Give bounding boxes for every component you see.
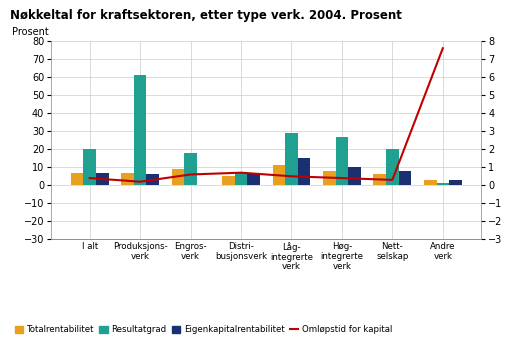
Bar [335, 136, 348, 185]
Bar [386, 149, 399, 185]
Bar [172, 169, 184, 185]
Text: Nøkkeltal for kraftsektoren, etter type verk. 2004. Prosent: Nøkkeltal for kraftsektoren, etter type … [10, 9, 402, 22]
Bar [285, 133, 298, 185]
Bar [272, 166, 285, 185]
Bar [323, 171, 335, 185]
Bar [96, 173, 109, 185]
Bar [83, 149, 96, 185]
Bar [121, 173, 134, 185]
Bar [437, 184, 449, 185]
Bar [234, 173, 247, 185]
Bar [222, 176, 234, 185]
Bar [184, 153, 197, 185]
Bar [134, 75, 146, 185]
Bar [399, 171, 411, 185]
Bar [71, 173, 83, 185]
Legend: Totalrentabilitet, Resultatgrad, Eigenkapitalrentabilitet, Omløpstid for kapital: Totalrentabilitet, Resultatgrad, Eigenka… [14, 325, 392, 334]
Text: Prosent: Prosent [12, 27, 49, 37]
Bar [146, 174, 159, 185]
Bar [373, 174, 386, 185]
Bar [298, 158, 310, 185]
Bar [449, 180, 462, 185]
Bar [424, 180, 437, 185]
Bar [247, 174, 260, 185]
Bar [348, 167, 361, 185]
